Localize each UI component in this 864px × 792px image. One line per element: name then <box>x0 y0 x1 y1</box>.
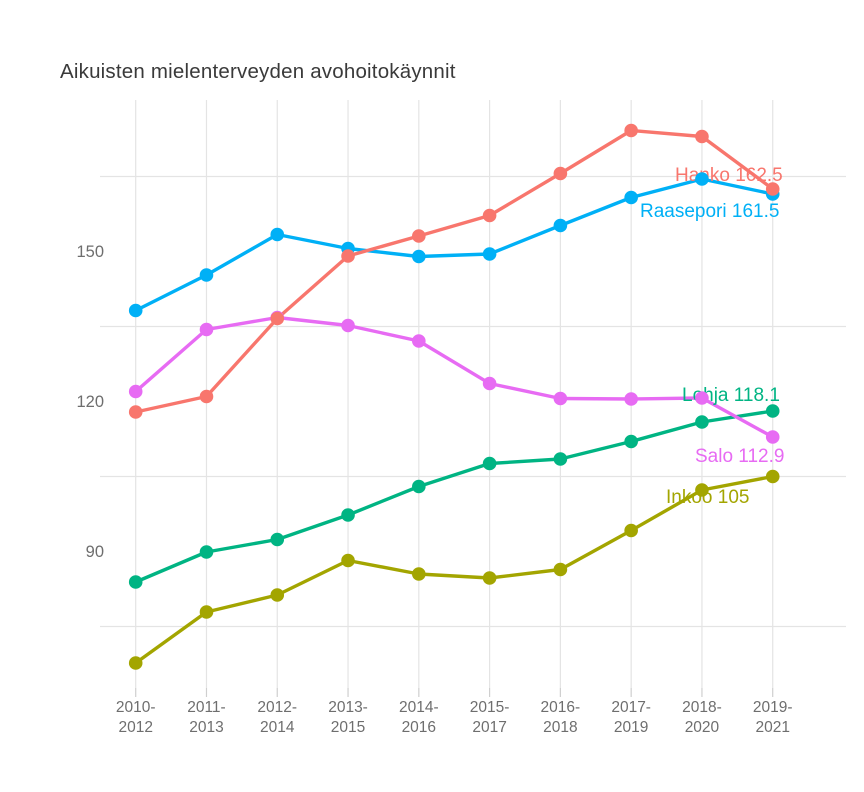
data-point-lohja-9 <box>765 404 780 418</box>
series-label-raasepori: Raasepori 161.5 <box>640 201 779 222</box>
series-label-hanko: Hanko 162.5 <box>675 165 783 186</box>
data-point-hanko-9 <box>765 182 780 196</box>
data-point-raasepori-0 <box>128 303 143 318</box>
data-point-raasepori-4 <box>412 249 426 264</box>
x-tick-label: 2019-2021 <box>753 699 793 736</box>
data-point-raasepori-5 <box>482 247 497 261</box>
data-point-hanko-0 <box>128 405 143 419</box>
data-point-lohja-0 <box>128 575 143 589</box>
data-point-inkoo-4 <box>412 567 426 581</box>
data-point-lohja-2 <box>270 532 285 547</box>
data-point-raasepori-8 <box>695 172 709 186</box>
x-tick-label: 2013-2015 <box>328 699 368 736</box>
data-point-lohja-1 <box>199 545 214 559</box>
y-tick-label: 120 <box>76 393 104 411</box>
series-line-hanko <box>134 128 775 414</box>
data-point-inkoo-5 <box>482 571 497 585</box>
x-tick-label: 2012-2014 <box>257 699 297 736</box>
data-point-lohja-7 <box>624 434 638 449</box>
data-point-inkoo-8 <box>695 483 709 497</box>
data-point-salo-8 <box>695 391 709 405</box>
data-point-hanko-8 <box>695 129 709 144</box>
data-point-inkoo-6 <box>553 562 568 577</box>
data-point-hanko-7 <box>624 123 638 138</box>
data-point-raasepori-7 <box>624 190 638 205</box>
series-label-inkoo: Inkoo 105 <box>666 487 749 508</box>
x-tick-label: 2014-2016 <box>399 699 439 736</box>
data-point-lohja-6 <box>553 452 568 466</box>
data-point-salo-7 <box>624 392 638 406</box>
y-tick-label: 90 <box>86 543 104 561</box>
data-point-salo-3 <box>341 318 355 333</box>
series-line-raasepori <box>134 177 775 313</box>
data-point-salo-6 <box>553 391 568 406</box>
data-point-raasepori-6 <box>553 218 568 233</box>
data-point-salo-5 <box>482 376 497 391</box>
x-tick-label: 2015-2017 <box>470 699 510 736</box>
data-point-inkoo-2 <box>270 588 285 602</box>
chart-title: Aikuisten mielenterveyden avohoitokäynni… <box>60 60 456 83</box>
data-point-raasepori-1 <box>199 268 214 282</box>
x-tick-label: 2011-2013 <box>187 699 226 736</box>
data-point-salo-9 <box>765 430 780 444</box>
data-point-inkoo-1 <box>199 605 214 619</box>
data-point-hanko-5 <box>482 208 497 223</box>
data-point-inkoo-0 <box>128 656 143 670</box>
data-point-inkoo-7 <box>624 523 638 538</box>
data-point-salo-0 <box>128 384 143 399</box>
series-label-salo: Salo 112.9 <box>695 446 784 467</box>
data-point-raasepori-2 <box>270 227 285 242</box>
data-point-lohja-3 <box>341 508 355 522</box>
x-tick-label: 2017-2019 <box>611 699 651 736</box>
data-point-hanko-2 <box>270 311 285 326</box>
x-tick-label: 2016-2018 <box>541 699 581 736</box>
data-point-salo-1 <box>199 322 214 337</box>
x-tick-label: 2018-2020 <box>682 699 722 736</box>
data-point-inkoo-9 <box>765 469 780 484</box>
series-line-inkoo <box>134 474 775 665</box>
y-tick-label: 150 <box>76 243 104 261</box>
data-point-lohja-4 <box>412 479 426 494</box>
series-line-lohja <box>134 409 775 584</box>
data-point-hanko-6 <box>553 166 568 181</box>
data-point-inkoo-3 <box>341 553 355 568</box>
data-point-lohja-8 <box>695 415 709 429</box>
data-point-salo-4 <box>412 334 426 348</box>
series-line-salo <box>134 315 775 439</box>
x-tick-label: 2010-2012 <box>116 699 156 736</box>
data-point-hanko-4 <box>412 229 426 243</box>
data-point-lohja-5 <box>482 456 497 471</box>
data-point-hanko-1 <box>199 389 214 404</box>
data-point-hanko-3 <box>341 249 355 263</box>
